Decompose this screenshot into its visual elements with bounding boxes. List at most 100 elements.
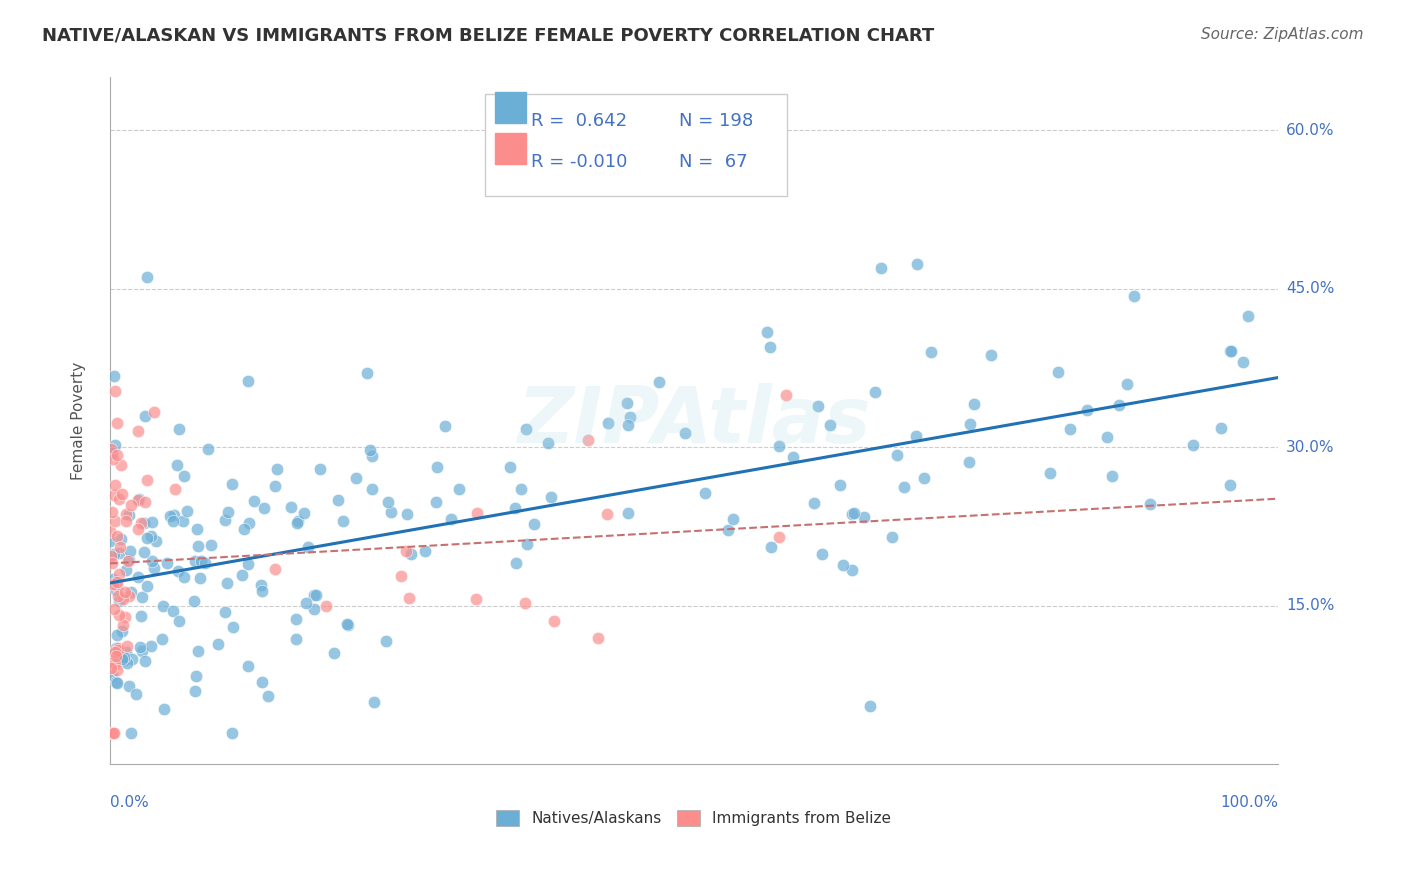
Point <box>759 540 782 554</box>
Point <box>818 418 841 433</box>
Point <box>103 602 125 616</box>
Point <box>115 640 138 654</box>
Point <box>1219 344 1241 359</box>
Point <box>828 478 851 492</box>
Point <box>166 458 188 473</box>
Point <box>904 429 927 443</box>
Point <box>141 516 163 530</box>
Point <box>1220 343 1243 358</box>
Point <box>803 496 825 510</box>
Point <box>389 569 412 583</box>
Point <box>256 689 278 703</box>
Point <box>920 345 942 359</box>
Point <box>118 589 141 603</box>
Point <box>775 387 797 401</box>
Point <box>523 516 546 531</box>
Point <box>250 578 273 592</box>
Point <box>120 544 142 558</box>
Point <box>167 615 190 629</box>
Point <box>759 340 782 354</box>
Point <box>124 687 146 701</box>
Y-axis label: Female Poverty: Female Poverty <box>72 362 86 480</box>
Point <box>465 592 488 607</box>
Point <box>111 651 134 665</box>
Point <box>377 494 399 508</box>
Point <box>503 501 526 516</box>
Point <box>163 482 186 496</box>
Point <box>297 541 319 555</box>
Point <box>142 560 165 574</box>
Point <box>104 641 127 656</box>
Point <box>110 533 132 547</box>
Point <box>150 632 173 647</box>
Point <box>215 575 238 590</box>
Point <box>190 554 212 568</box>
Point <box>869 261 891 276</box>
Point <box>98 524 121 538</box>
Point <box>309 462 332 476</box>
Point <box>294 596 316 610</box>
Point <box>537 435 560 450</box>
Point <box>132 544 155 558</box>
Point <box>399 547 422 561</box>
Point <box>127 425 149 439</box>
Point <box>292 506 315 520</box>
Point <box>957 454 980 468</box>
Point <box>302 588 325 602</box>
Point <box>886 448 908 462</box>
Point <box>380 505 402 519</box>
Point <box>326 492 349 507</box>
Point <box>135 531 157 545</box>
Point <box>217 505 239 519</box>
Point <box>98 534 121 549</box>
Point <box>197 442 219 456</box>
Point <box>117 554 139 568</box>
Point <box>616 506 638 520</box>
Point <box>305 588 328 602</box>
Point <box>426 460 449 475</box>
Text: 0.0%: 0.0% <box>110 795 149 810</box>
Point <box>104 582 127 597</box>
Point <box>112 618 135 632</box>
Point <box>103 368 125 383</box>
Point <box>172 514 194 528</box>
Point <box>131 644 153 658</box>
Point <box>187 644 209 658</box>
Point <box>236 375 259 389</box>
Point <box>1237 310 1260 324</box>
Point <box>105 579 128 593</box>
Point <box>183 594 205 608</box>
Text: ZIPAtlas: ZIPAtlas <box>517 383 870 459</box>
Point <box>101 725 124 739</box>
Point <box>105 628 128 642</box>
Point <box>515 422 537 436</box>
Point <box>173 570 195 584</box>
Point <box>101 446 124 460</box>
Point <box>107 589 129 603</box>
Text: 45.0%: 45.0% <box>1286 281 1334 296</box>
Point <box>231 568 253 582</box>
Point <box>169 422 191 436</box>
Point <box>120 584 142 599</box>
Point <box>831 558 853 573</box>
Point <box>108 541 131 555</box>
Point <box>844 506 866 520</box>
Point <box>100 725 122 739</box>
Point <box>222 620 245 634</box>
Point <box>302 602 325 616</box>
Point <box>232 522 254 536</box>
Point <box>1122 289 1144 303</box>
Point <box>114 610 136 624</box>
Point <box>120 725 142 739</box>
Point <box>616 396 638 410</box>
Point <box>1209 420 1232 434</box>
Point <box>135 270 157 285</box>
Point <box>103 655 125 669</box>
Point <box>617 418 640 433</box>
Point <box>115 508 138 522</box>
Point <box>111 624 134 638</box>
Point <box>673 426 696 441</box>
Point <box>398 591 420 605</box>
Point <box>104 478 127 492</box>
Point <box>145 534 167 549</box>
